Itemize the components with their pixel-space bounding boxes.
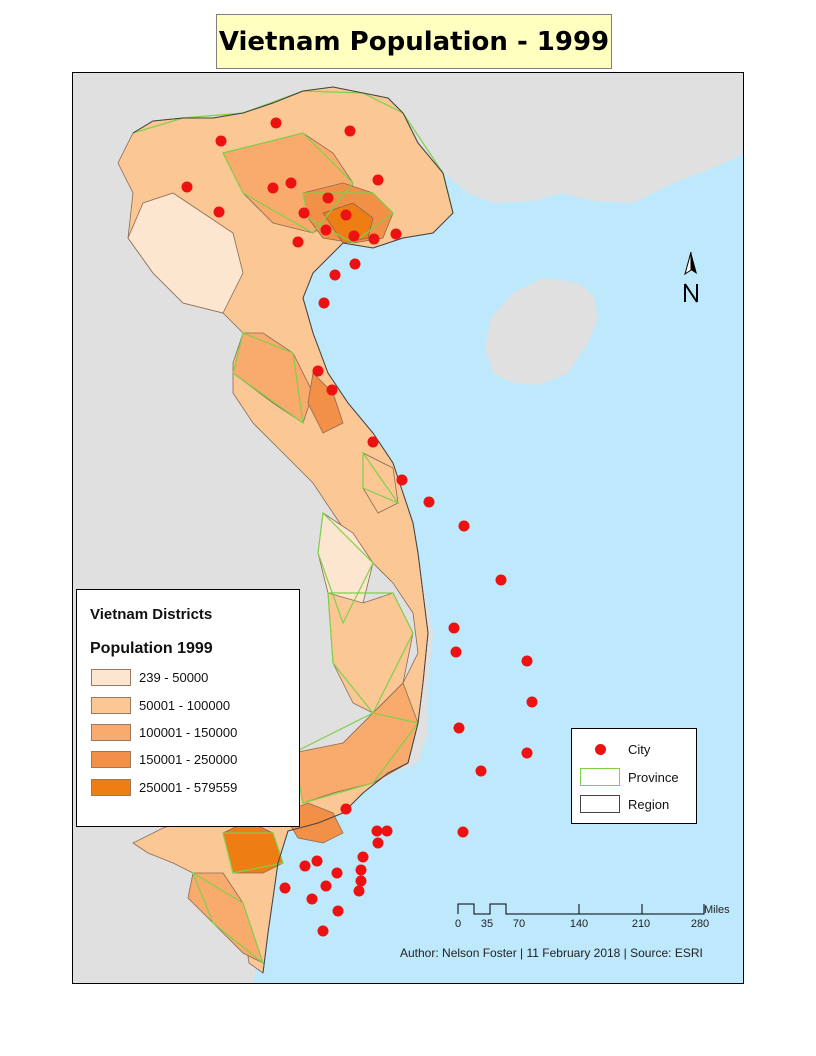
city-dot (215, 135, 227, 147)
city-dot (423, 496, 435, 508)
city-dot (495, 574, 507, 586)
key-row-region: Region (580, 794, 669, 814)
city-dot (340, 209, 352, 221)
symbol-key: City Province Region (571, 728, 697, 824)
north-arrow-icon (684, 251, 698, 303)
city-dot (181, 181, 193, 193)
city-dot (270, 117, 282, 129)
legend-class-row: 50001 - 100000 (91, 695, 230, 715)
vietnam-region-outline (132, 86, 454, 974)
city-dot (521, 747, 533, 759)
legend-swatch (91, 668, 131, 686)
city-dot (332, 905, 344, 917)
region-outline-icon (580, 795, 620, 813)
city-dot (355, 875, 367, 887)
city-dot (355, 864, 367, 876)
legend-class-label: 239 - 50000 (139, 669, 209, 685)
legend-subheading: Population 1999 (90, 640, 213, 657)
map-canvas[interactable] (73, 73, 744, 984)
city-dot (448, 622, 460, 634)
city-dot (453, 722, 465, 734)
city-dot (353, 885, 365, 897)
city-dot (450, 646, 462, 658)
city-dot (318, 297, 330, 309)
scale-bar: 0 35 70 140 210 280 Miles (452, 898, 742, 938)
legend-class-row: 239 - 50000 (91, 667, 208, 687)
city-dot (285, 177, 297, 189)
city-dot (320, 880, 332, 892)
city-dot (526, 696, 538, 708)
scale-bar-graphic (457, 903, 705, 915)
city-dot (344, 125, 356, 137)
legend-class-label: 100001 - 150000 (139, 724, 238, 740)
population-legend: Vietnam Districts Population 1999 239 - … (76, 589, 300, 827)
province-boundaries (132, 90, 454, 965)
city-dot (299, 860, 311, 872)
legend-heading: Vietnam Districts (90, 606, 213, 623)
city-dot (326, 384, 338, 396)
city-dot (349, 258, 361, 270)
city-dot (329, 269, 341, 281)
city-dot (312, 365, 324, 377)
city-dot (292, 236, 304, 248)
legend-swatch (91, 778, 131, 796)
city-dot (306, 893, 318, 905)
city-dot (371, 825, 383, 837)
city-dot (322, 192, 334, 204)
city-dot (457, 826, 469, 838)
city-dot (348, 230, 360, 242)
key-label: Region (628, 796, 670, 812)
city-dot (381, 825, 393, 837)
vietnam-districts (117, 86, 454, 974)
city-dot (279, 882, 291, 894)
legend-swatch (91, 750, 131, 768)
city-dot (390, 228, 402, 240)
city-dot (357, 851, 369, 863)
city-dot (396, 474, 408, 486)
legend-class-label: 150001 - 250000 (139, 751, 238, 767)
city-dot (521, 655, 533, 667)
city-dot (317, 925, 329, 937)
legend-class-row: 150001 - 250000 (91, 749, 237, 769)
city-dot (368, 233, 380, 245)
scale-unit-label: Miles (704, 904, 730, 916)
city-dot (331, 867, 343, 879)
scale-tick-label: 280 (690, 918, 710, 930)
legend-class-row: 250001 - 579559 (91, 777, 237, 797)
map-title: Vietnam Population - 1999 (218, 26, 610, 57)
city-dot (458, 520, 470, 532)
map-frame[interactable] (72, 72, 744, 984)
city-dot (367, 436, 379, 448)
land-china (73, 73, 743, 203)
city-dot (320, 224, 332, 236)
city-points (181, 117, 538, 937)
city-dot (213, 206, 225, 218)
scale-tick-label: 0 (454, 918, 462, 930)
scale-tick-label: 140 (569, 918, 589, 930)
city-dot (311, 855, 323, 867)
key-row-city: City (580, 739, 650, 759)
city-dot (372, 174, 384, 186)
city-dot (267, 182, 279, 194)
city-dot-icon (580, 740, 620, 758)
province-outline-icon (580, 768, 620, 786)
city-dot (298, 207, 310, 219)
city-dot (475, 765, 487, 777)
scale-tick-label: 210 (631, 918, 651, 930)
map-credit: Author: Nelson Foster | 11 February 2018… (400, 946, 703, 960)
scale-tick-label: 35 (480, 918, 494, 930)
legend-swatch (91, 696, 131, 714)
key-label: Province (628, 769, 679, 785)
scale-tick-label: 70 (512, 918, 526, 930)
land-hainan (485, 278, 598, 385)
city-dot (340, 803, 352, 815)
city-dot (372, 837, 384, 849)
key-label: City (628, 741, 651, 757)
legend-class-label: 50001 - 100000 (139, 697, 231, 713)
key-row-province: Province (580, 767, 679, 787)
legend-swatch (91, 723, 131, 741)
map-title-box: Vietnam Population - 1999 (216, 14, 612, 69)
legend-class-row: 100001 - 150000 (91, 722, 237, 742)
legend-class-label: 250001 - 579559 (139, 779, 238, 795)
